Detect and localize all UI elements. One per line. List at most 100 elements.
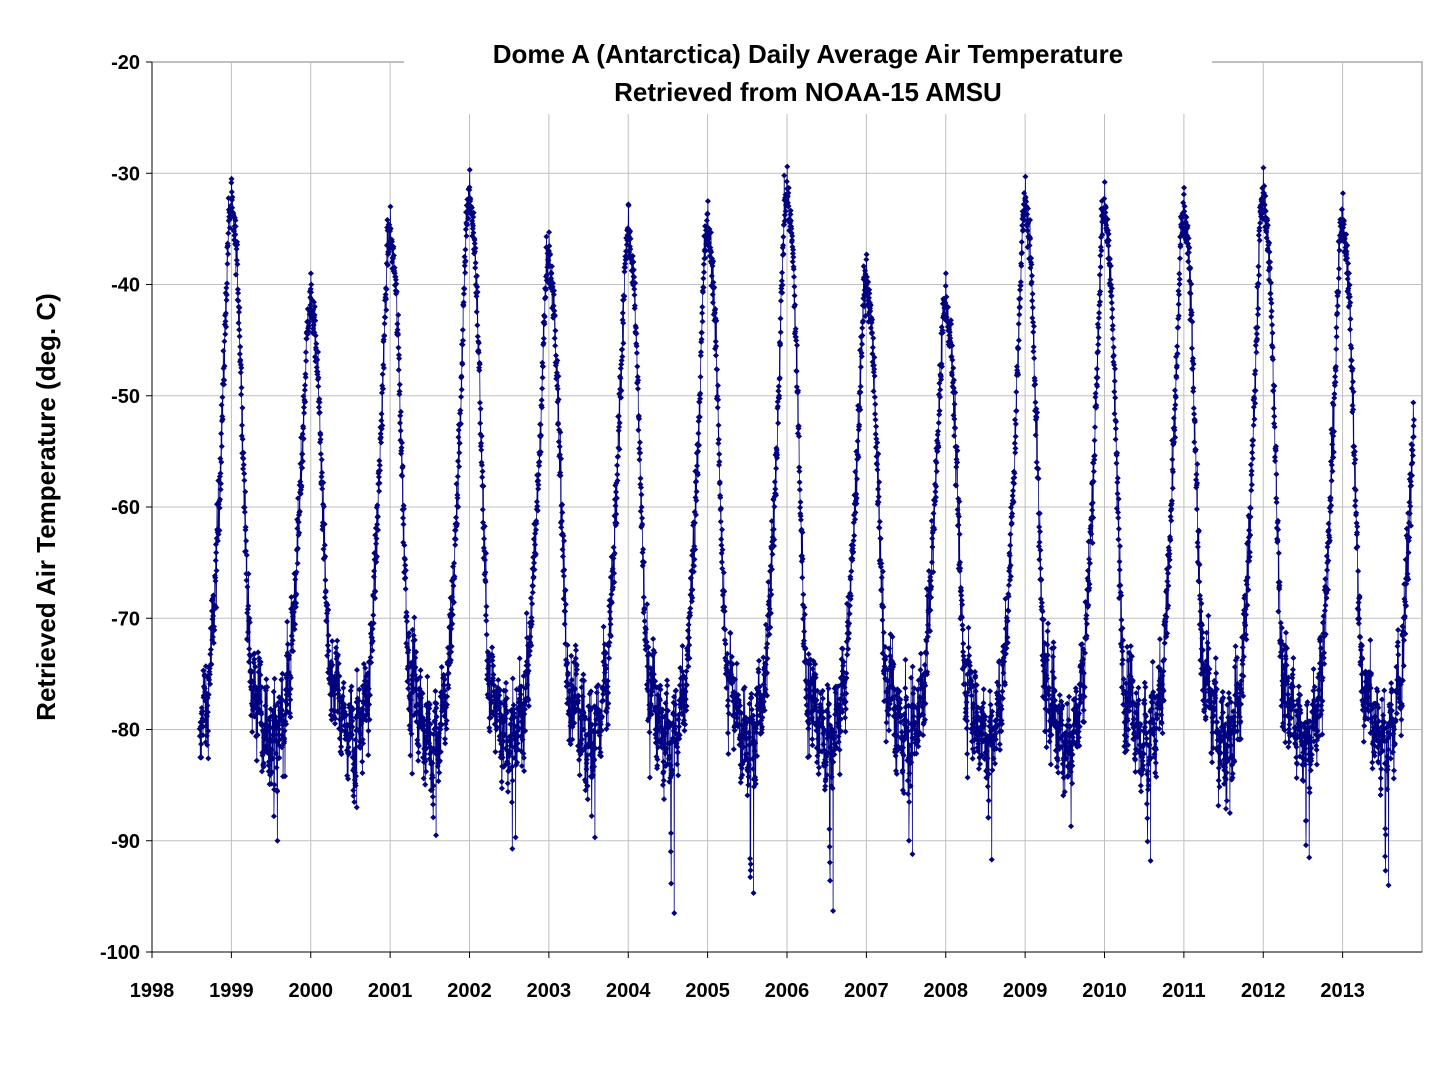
data-point-1209 (459, 361, 466, 368)
data-point-26 (202, 717, 209, 724)
data-point-182 (236, 326, 243, 333)
data-point-35 (204, 741, 211, 748)
data-point-916 (395, 367, 402, 374)
data-point-741 (357, 730, 364, 737)
data-point-557 (317, 436, 324, 443)
data-point-210 (242, 488, 249, 495)
data-point-907 (393, 288, 400, 295)
data-point-1088 (433, 832, 440, 839)
data-point-1492 (520, 754, 527, 761)
data-point-864 (384, 217, 391, 224)
data-point-34 (204, 713, 211, 720)
data-point-453 (295, 495, 302, 502)
data-point-1569 (537, 421, 544, 428)
data-point-1321 (483, 631, 490, 638)
data-point-985 (410, 632, 417, 639)
data-point-945 (401, 556, 408, 563)
data-point-980 (409, 626, 416, 633)
data-point-224 (245, 602, 252, 609)
data-point-777 (365, 727, 372, 734)
data-point-1382 (496, 687, 503, 694)
data-point-1165 (449, 611, 456, 618)
data-point-1562 (536, 462, 543, 469)
data-point-592 (325, 606, 332, 613)
data-point-947 (402, 574, 409, 581)
data-point-1048 (424, 673, 431, 680)
data-point-1214 (460, 302, 467, 309)
data-point-123 (223, 284, 230, 291)
data-point-910 (394, 320, 401, 327)
data-point-417 (287, 696, 294, 703)
data-point-115 (221, 363, 228, 370)
data-point-1320 (483, 603, 490, 610)
data-point-961 (405, 647, 412, 654)
data-point-717 (352, 736, 359, 743)
data-point-826 (376, 488, 383, 495)
data-point-486 (302, 398, 309, 405)
data-point-446 (293, 568, 300, 575)
data-point-263 (253, 757, 260, 764)
data-point-1018 (417, 703, 424, 710)
data-point-1211 (459, 326, 466, 333)
data-point-33 (203, 732, 210, 739)
data-point-14 (199, 708, 206, 715)
data-point-1473 (516, 655, 523, 662)
data-point-510 (307, 301, 314, 308)
data-point-198 (239, 436, 246, 443)
data-point-379 (278, 707, 285, 714)
data-point-841 (379, 422, 386, 429)
data-point-1440 (509, 777, 516, 784)
data-point-718 (352, 782, 359, 789)
data-point-996 (413, 648, 420, 655)
data-point-946 (402, 562, 409, 569)
data-point-1231 (464, 221, 471, 228)
data-point-663 (340, 679, 347, 686)
data-point-166 (232, 223, 239, 230)
data-point-922 (396, 419, 403, 426)
data-point-8 (198, 754, 205, 761)
data-point-1515 (525, 702, 532, 709)
data-point-610 (329, 638, 336, 645)
data-point-270 (255, 691, 262, 698)
data-point-619 (331, 691, 338, 698)
data-point-537 (313, 340, 320, 347)
data-point-1547 (532, 551, 539, 558)
data-point-1026 (419, 690, 426, 697)
data-point-1441 (509, 675, 516, 682)
data-point-645 (336, 735, 343, 742)
data-point-512 (307, 270, 314, 277)
data-point-367 (276, 754, 283, 761)
data-point-929 (398, 444, 405, 451)
data-point-357 (274, 788, 281, 795)
data-point-1205 (458, 373, 465, 380)
data-point-336 (269, 755, 276, 762)
data-point-816 (373, 553, 380, 560)
data-point-1505 (523, 610, 530, 617)
data-point-892 (390, 243, 397, 250)
data-point-451 (294, 560, 301, 567)
data-point-1548 (533, 526, 540, 533)
data-point-1534 (529, 582, 536, 589)
data-point-923 (397, 412, 404, 419)
data-point-978 (409, 770, 416, 777)
data-point-489 (302, 349, 309, 356)
data-point-820 (374, 513, 381, 520)
data-point-1157 (448, 648, 455, 655)
data-point-1285 (475, 340, 482, 347)
data-point-1009 (415, 742, 422, 749)
data-point-1533 (529, 589, 536, 596)
data-point-713 (351, 746, 358, 753)
data-point-1013 (416, 707, 423, 714)
data-point-443 (292, 604, 299, 611)
data-point-549 (315, 404, 322, 411)
data-point-404 (284, 701, 291, 708)
data-point-17 (200, 667, 207, 674)
data-point-1017 (417, 667, 424, 674)
data-point-40 (205, 755, 212, 762)
data-point-1279 (474, 289, 481, 296)
data-point-1085 (432, 688, 439, 695)
data-point-1253 (468, 204, 475, 211)
data-point-1298 (478, 433, 485, 440)
data-point-1073 (429, 793, 436, 800)
